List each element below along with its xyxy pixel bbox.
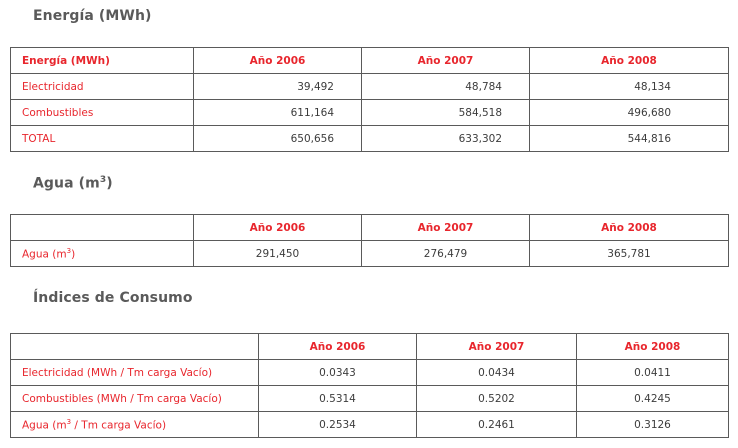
cell-value: 611,164 bbox=[193, 99, 362, 126]
label-suffix: ) bbox=[71, 248, 76, 261]
cell-value: 0.2534 bbox=[258, 411, 417, 438]
energy-corner-label: Energía (MWh) bbox=[10, 47, 194, 74]
label-sup: 3 bbox=[66, 417, 72, 426]
cell-value: 0.5202 bbox=[416, 385, 577, 412]
energy-title: Energía (MWh) bbox=[33, 8, 152, 24]
cell-value: 0.2461 bbox=[416, 411, 577, 438]
cell-value: 0.5314 bbox=[258, 385, 417, 412]
consumption-header-2008: Año 2008 bbox=[576, 333, 729, 360]
table-row: Agua (m3) 291,450 276,479 365,781 bbox=[10, 240, 729, 267]
table-row: Combustibles (MWh / Tm carga Vacío) 0.53… bbox=[10, 385, 729, 412]
row-label-combustibles-index: Combustibles (MWh / Tm carga Vacío) bbox=[10, 385, 259, 412]
water-title-suffix: ) bbox=[106, 175, 113, 192]
water-table: Año 2006 Año 2007 Año 2008 Agua (m3) 291… bbox=[10, 214, 729, 267]
cell-value: 0.4245 bbox=[576, 385, 729, 412]
energy-header-2008: Año 2008 bbox=[529, 47, 729, 74]
row-label-agua-index: Agua (m3 / Tm carga Vacío) bbox=[10, 411, 259, 438]
row-label-agua: Agua (m3) bbox=[10, 240, 194, 267]
table-row: Electricidad (MWh / Tm carga Vacío) 0.03… bbox=[10, 359, 729, 386]
energy-table: Energía (MWh) Año 2006 Año 2007 Año 2008… bbox=[10, 47, 729, 152]
cell-value: 650,656 bbox=[193, 125, 362, 152]
label-prefix: Agua (m bbox=[22, 419, 67, 432]
label-prefix: Agua (m bbox=[22, 248, 67, 261]
cell-value: 0.0434 bbox=[416, 359, 577, 386]
water-title-sup: 3 bbox=[99, 175, 107, 185]
table-row: Agua (m3 / Tm carga Vacío) 0.2534 0.2461… bbox=[10, 411, 729, 438]
water-header-row: Año 2006 Año 2007 Año 2008 bbox=[10, 214, 729, 241]
consumption-title: Índices de Consumo bbox=[33, 290, 193, 306]
cell-value: 48,784 bbox=[361, 73, 530, 100]
water-header-2007: Año 2007 bbox=[361, 214, 530, 241]
cell-value: 39,492 bbox=[193, 73, 362, 100]
consumption-table: Año 2006 Año 2007 Año 2008 Electricidad … bbox=[10, 333, 729, 438]
energy-header-row: Energía (MWh) Año 2006 Año 2007 Año 2008 bbox=[10, 47, 729, 74]
empty-corner-cell bbox=[10, 333, 259, 360]
energy-header-2007: Año 2007 bbox=[361, 47, 530, 74]
label-sup: 3 bbox=[66, 246, 72, 255]
cell-value: 496,680 bbox=[529, 99, 729, 126]
cell-value: 544,816 bbox=[529, 125, 729, 152]
table-row: Electricidad 39,492 48,784 48,134 bbox=[10, 73, 729, 100]
row-label-total: TOTAL bbox=[10, 125, 194, 152]
water-title: Agua (m3) bbox=[33, 175, 113, 192]
consumption-header-row: Año 2006 Año 2007 Año 2008 bbox=[10, 333, 729, 360]
cell-value: 276,479 bbox=[361, 240, 530, 267]
row-label-electricidad-index: Electricidad (MWh / Tm carga Vacío) bbox=[10, 359, 259, 386]
cell-value: 0.3126 bbox=[576, 411, 729, 438]
cell-value: 633,302 bbox=[361, 125, 530, 152]
label-suffix: / Tm carga Vacío) bbox=[71, 419, 167, 432]
cell-value: 291,450 bbox=[193, 240, 362, 267]
consumption-header-2007: Año 2007 bbox=[416, 333, 577, 360]
cell-value: 0.0411 bbox=[576, 359, 729, 386]
energy-header-2006: Año 2006 bbox=[193, 47, 362, 74]
empty-corner-cell bbox=[10, 214, 194, 241]
row-label-electricidad: Electricidad bbox=[10, 73, 194, 100]
water-header-2006: Año 2006 bbox=[193, 214, 362, 241]
table-row: Combustibles 611,164 584,518 496,680 bbox=[10, 99, 729, 126]
row-label-combustibles: Combustibles bbox=[10, 99, 194, 126]
water-header-2008: Año 2008 bbox=[529, 214, 729, 241]
consumption-header-2006: Año 2006 bbox=[258, 333, 417, 360]
cell-value: 0.0343 bbox=[258, 359, 417, 386]
cell-value: 365,781 bbox=[529, 240, 729, 267]
water-title-prefix: Agua (m bbox=[33, 175, 100, 192]
cell-value: 584,518 bbox=[361, 99, 530, 126]
table-row: TOTAL 650,656 633,302 544,816 bbox=[10, 125, 729, 152]
cell-value: 48,134 bbox=[529, 73, 729, 100]
